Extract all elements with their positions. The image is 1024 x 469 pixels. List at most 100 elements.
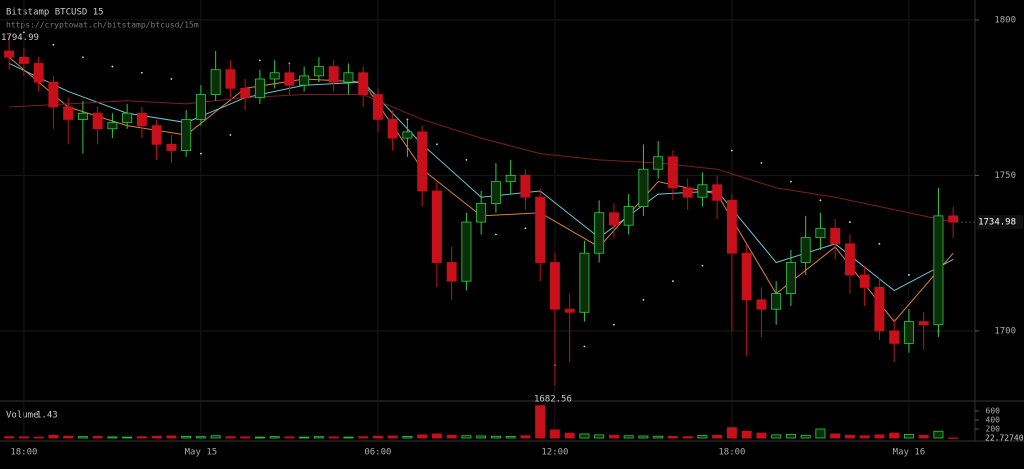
volume-bar	[387, 435, 398, 439]
sar-dot	[790, 180, 792, 183]
volume-bar	[933, 430, 944, 439]
low-label: 1682.56	[534, 395, 572, 405]
candle-body	[785, 262, 796, 295]
candle-body	[889, 330, 900, 344]
volume-bar	[402, 436, 413, 439]
volume-bar	[461, 435, 472, 439]
volume-tick-label: 600	[986, 407, 1001, 416]
volume-bar	[903, 434, 914, 439]
candle-body	[402, 131, 413, 139]
volume-bar	[520, 435, 531, 439]
y-tick-label: 1700	[994, 326, 1016, 336]
candle-body	[33, 63, 44, 83]
volume-title: Volume	[6, 411, 39, 421]
sar-dot	[170, 78, 173, 80]
volume-bar	[726, 427, 737, 439]
volume-bar	[358, 436, 369, 439]
volume-bar	[122, 436, 133, 439]
sar-dot	[229, 134, 232, 136]
candle-body	[195, 94, 206, 120]
volume-bar	[579, 433, 590, 439]
candle-body	[461, 221, 472, 282]
volume-bar	[653, 435, 664, 439]
volume-bar	[372, 435, 383, 439]
sar-dot	[495, 233, 497, 236]
volume-bar	[741, 430, 752, 439]
candle-body	[92, 112, 103, 130]
volume-bar	[830, 433, 841, 439]
candle-body	[608, 212, 619, 226]
candle-body	[918, 321, 929, 326]
volume-bar	[240, 436, 251, 439]
volume-tick-label: 200	[986, 425, 1001, 434]
candle-body	[107, 122, 118, 130]
volume-bar	[299, 436, 310, 439]
y-tick-label: 1800	[994, 15, 1016, 25]
y-tick-label: 1750	[994, 171, 1016, 181]
sar-dot	[140, 71, 143, 74]
volume-bar	[535, 405, 546, 439]
volume-bar	[756, 432, 767, 439]
candle-body	[756, 299, 767, 310]
volume-bar	[476, 435, 487, 439]
sar-dot	[613, 323, 615, 326]
sar-dot	[672, 280, 674, 283]
sar-dot	[908, 274, 910, 276]
volume-bar	[697, 435, 708, 439]
volume-ma-label: 22.727403	[985, 434, 1024, 443]
candle-body	[903, 321, 914, 344]
candle-body	[638, 168, 649, 207]
candle-body	[933, 215, 944, 326]
candle-body	[343, 72, 354, 83]
volume-bar	[918, 434, 929, 439]
volume-bar	[594, 434, 605, 439]
candle-body	[712, 184, 723, 201]
candle-body	[594, 212, 605, 254]
sar-dot	[524, 227, 527, 230]
sar-dot	[849, 221, 851, 223]
volume-bar	[859, 435, 870, 439]
candle-body	[623, 206, 634, 226]
candle-body	[122, 112, 133, 123]
candle-body	[269, 72, 280, 80]
sar-dot	[465, 158, 468, 161]
high-label: 1794.99	[1, 33, 39, 43]
sar-dot	[81, 56, 84, 59]
chart-title: Bitstamp BTCUSD 15	[6, 8, 104, 18]
sar-dot	[583, 345, 586, 348]
volume-bar	[815, 428, 826, 439]
candle-body	[490, 181, 501, 204]
candle-body	[63, 106, 74, 120]
candle-body	[225, 69, 236, 89]
sar-dot	[436, 143, 438, 146]
candle-body	[800, 237, 811, 263]
candle-body	[210, 69, 221, 95]
volume-bar	[210, 435, 221, 439]
volume-bar	[151, 435, 162, 439]
volume-bar	[948, 437, 959, 439]
candle-body	[697, 184, 708, 198]
x-tick-label: 18:00	[718, 448, 745, 458]
last-price-label: 1734.98	[978, 218, 1016, 228]
volume-bar	[446, 434, 457, 439]
volume-bar	[785, 434, 796, 439]
volume-bar	[638, 435, 649, 439]
volume-bar	[844, 434, 855, 439]
volume-bar	[417, 434, 428, 439]
candle-body	[387, 119, 398, 139]
volume-tick-label: 400	[986, 416, 1001, 425]
candle-body	[328, 66, 339, 83]
volume-bar	[505, 436, 516, 439]
candle-body	[549, 262, 560, 310]
volume-bar	[564, 432, 575, 439]
last-price-box	[977, 215, 1023, 230]
candle-body	[18, 56, 29, 64]
sar-dot	[819, 199, 822, 202]
volume-bar	[889, 432, 900, 439]
sar-dot	[52, 43, 55, 46]
volume-bar	[77, 436, 88, 439]
volume-bar	[608, 434, 619, 439]
volume-bar	[18, 436, 29, 439]
candle-body	[948, 215, 959, 223]
